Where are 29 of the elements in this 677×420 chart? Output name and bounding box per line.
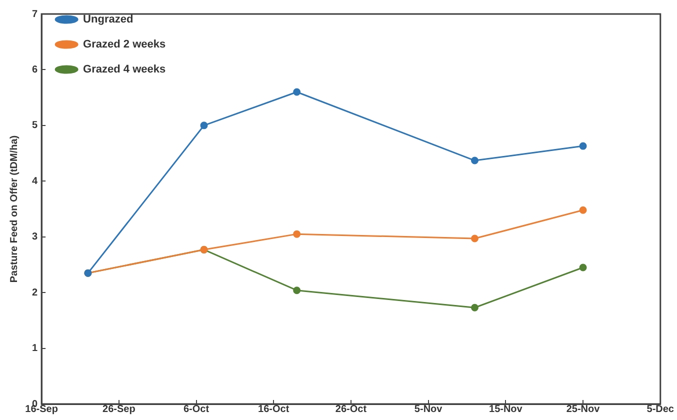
- y-tick-label: 7: [32, 8, 38, 20]
- x-tick-label: 5-Dec: [646, 404, 674, 415]
- y-tick-label: 3: [32, 232, 38, 243]
- x-tick-label: 15-Nov: [488, 404, 523, 415]
- legend-label: Grazed 2 weeks: [83, 38, 166, 51]
- x-tick-label: 26-Oct: [335, 404, 368, 415]
- x-tick-label: 16-Oct: [258, 404, 290, 415]
- point: [470, 156, 478, 164]
- y-tick-label: 1: [32, 343, 38, 354]
- point: [293, 286, 301, 294]
- y-tick-label: 6: [32, 64, 38, 76]
- point: [470, 304, 478, 312]
- y-tick-label: 5: [32, 120, 38, 132]
- x-tick-label: 26-Sep: [102, 404, 136, 415]
- point: [579, 264, 587, 272]
- y-tick-label: 2: [32, 287, 38, 298]
- point: [293, 88, 301, 96]
- x-tick-label: 25-Nov: [566, 404, 600, 415]
- y-axis-title: Pasture Feed on Offer (tDM/ha): [8, 135, 20, 283]
- point: [579, 206, 587, 214]
- point: [579, 142, 587, 150]
- x-tick-label: 6-Oct: [183, 404, 210, 415]
- x-tick-label: 5-Nov: [414, 404, 443, 415]
- point: [293, 230, 301, 238]
- legend-label: Ungrazed: [83, 14, 134, 26]
- point: [470, 234, 478, 242]
- legend-label: Grazed 4 weeks: [83, 64, 166, 76]
- y-tick-label: 4: [32, 176, 38, 187]
- point: [200, 122, 208, 130]
